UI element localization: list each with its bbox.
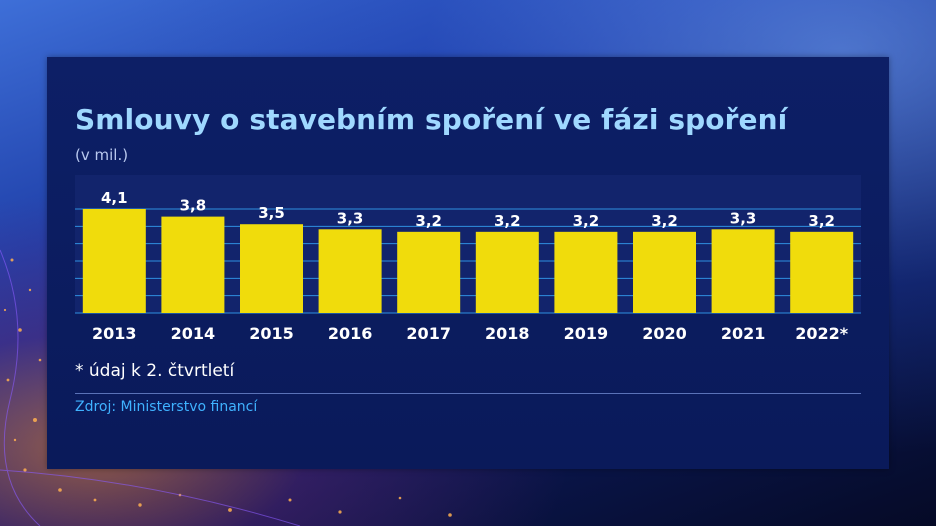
data-label: 3,2 [651, 212, 678, 230]
bar-2021 [711, 229, 775, 313]
data-label: 3,2 [573, 212, 600, 230]
x-tick-label: 2017 [406, 324, 451, 343]
data-label: 3,3 [337, 209, 364, 227]
bar-2020 [633, 231, 696, 313]
x-tick-label: 2020 [642, 324, 687, 343]
data-label: 4,1 [101, 189, 128, 207]
bar-2017 [397, 231, 461, 313]
data-label: 3,5 [258, 204, 285, 222]
bar-2019 [554, 231, 618, 313]
x-tick-label: 2014 [171, 324, 216, 343]
data-label: 3,2 [808, 212, 835, 230]
source-label: Zdroj: Ministerstvo financí [75, 399, 258, 415]
data-label: 3,2 [415, 212, 442, 230]
bar-2013 [82, 209, 146, 313]
chart-panel: Smlouvy o stavebním spoření ve fázi spoř… [47, 57, 889, 469]
x-tick-label: 2013 [92, 324, 137, 343]
footnote: * údaj k 2. čtvrtletí [75, 361, 235, 381]
x-tick-label: 2022* [795, 324, 849, 343]
bar-2015 [240, 224, 303, 313]
data-label: 3,2 [494, 212, 521, 230]
divider [75, 393, 861, 394]
bar-chart: 4,1 2013 3,8 2014 3,5 2015 3,3 2016 3,2 2017 3,2 20… [75, 189, 861, 343]
data-label: 3,8 [180, 197, 207, 215]
x-tick-label: 2019 [564, 324, 609, 343]
x-tick-label: 2015 [249, 324, 294, 343]
bar-2022* [790, 231, 854, 313]
chart-title: Smlouvy o stavebním spoření ve fázi spoř… [75, 103, 788, 136]
bar-2016 [318, 229, 382, 313]
x-tick-label: 2018 [485, 324, 530, 343]
x-tick-label: 2016 [328, 324, 373, 343]
chart-subtitle: (v mil.) [75, 146, 129, 164]
bar-2014 [161, 216, 225, 313]
x-tick-label: 2021 [721, 324, 766, 343]
bar-2018 [475, 231, 539, 313]
data-label: 3,3 [730, 209, 757, 227]
